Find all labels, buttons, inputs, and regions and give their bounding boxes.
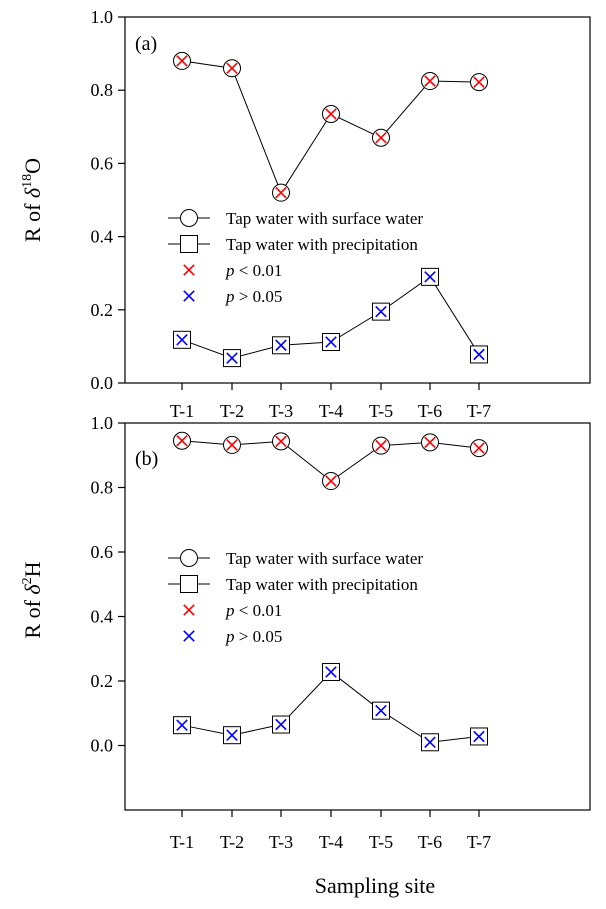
plot-frame	[124, 16, 591, 384]
panel-label: (b)	[135, 448, 158, 470]
significance-cross	[226, 62, 238, 75]
significance-cross	[226, 352, 238, 364]
x-axis-title: Sampling site	[315, 873, 435, 898]
chart-panel-a: 0.0 0.2 0.4 0.6 0.8 1.0 T-1 T-2 T-3 T-4 T-5 T-6 T-7 (…	[20, 7, 591, 421]
x-tick-label: T-2	[220, 832, 244, 852]
panel-label: (a)	[135, 33, 157, 55]
y-axis-title: R of δ2H	[20, 561, 45, 638]
y-tick-label: 0.4	[91, 607, 114, 627]
x-tick-label: T-2	[220, 401, 244, 421]
plot-frame	[124, 422, 591, 811]
legend-label: Tap water with precipitation	[226, 575, 418, 594]
legend-significance-cross	[183, 630, 195, 642]
significance-cross	[375, 704, 387, 717]
legend-significance-label: p < 0.01	[225, 601, 282, 620]
y-tick-label: 1.0	[91, 7, 114, 27]
significance-cross	[473, 442, 485, 454]
legend-significance-label: p < 0.01	[225, 261, 282, 280]
significance-cross	[424, 736, 436, 749]
x-tick-label: T-5	[369, 832, 393, 852]
x-tick-label: T-3	[269, 832, 293, 852]
legend-significance-label: p > 0.05	[225, 627, 282, 646]
legend-marker-square	[180, 235, 198, 253]
y-tick-label: 0.2	[91, 300, 114, 320]
legend: Tap water with surface water Tap water wi…	[168, 209, 423, 306]
significance-cross	[176, 55, 188, 67]
significance-cross	[325, 475, 337, 487]
significance-cross	[275, 339, 287, 352]
significance-cross	[424, 75, 436, 87]
legend-marker-circle	[180, 549, 198, 567]
y-axis-title: R of δ18O	[20, 158, 45, 242]
x-tick-label: T-1	[170, 832, 194, 852]
significance-cross	[424, 436, 436, 449]
x-tick-label: T-4	[319, 832, 343, 852]
significance-cross	[275, 435, 287, 448]
x-tick-label: T-5	[369, 401, 393, 421]
y-tick-label: 0.8	[91, 478, 114, 498]
legend-marker-circle	[180, 209, 198, 227]
legend-significance-cross	[183, 290, 195, 302]
y-tick-label: 0.8	[91, 80, 114, 100]
significance-cross	[325, 336, 337, 348]
x-tick-label: T-6	[418, 401, 442, 421]
significance-cross	[325, 666, 337, 678]
significance-cross	[375, 305, 387, 318]
x-tick-label: T-7	[467, 832, 491, 852]
significance-cross	[226, 729, 238, 741]
y-tick-label: 1.0	[91, 413, 114, 433]
x-tick-label: T-3	[269, 401, 293, 421]
significance-cross	[275, 186, 287, 199]
significance-cross	[375, 439, 387, 452]
x-tick-label: T-6	[418, 832, 442, 852]
legend-label: Tap water with surface water	[226, 549, 423, 568]
legend-label: Tap water with precipitation	[226, 235, 418, 254]
y-tick-label: 0.0	[91, 373, 114, 393]
legend-label: Tap water with surface water	[226, 209, 423, 228]
significance-cross	[275, 718, 287, 731]
y-tick-label: 0.6	[91, 542, 114, 562]
significance-cross	[176, 334, 188, 346]
significance-cross	[473, 730, 485, 743]
y-tick-label: 0.6	[91, 153, 114, 173]
legend-significance-label: p > 0.05	[225, 287, 282, 306]
legend-significance-cross	[183, 604, 195, 616]
significance-cross	[226, 439, 238, 451]
legend: Tap water with surface water Tap water wi…	[168, 549, 423, 646]
x-tick-label: T-7	[467, 401, 491, 421]
significance-cross	[325, 108, 337, 120]
y-tick-label: 0.0	[91, 736, 114, 756]
significance-cross	[473, 348, 485, 361]
significance-cross	[176, 434, 188, 447]
legend-marker-square	[180, 575, 198, 593]
y-tick-label: 0.4	[91, 227, 114, 247]
significance-cross	[375, 132, 387, 144]
chart-panel-b: 0.0 0.2 0.4 0.6 0.8 1.0 T-1 T-2 T-3 T-4 T-5 T-6 T-7 (…	[20, 413, 591, 852]
y-tick-label: 0.2	[91, 671, 114, 691]
x-tick-label: T-4	[319, 401, 343, 421]
legend-significance-cross	[183, 264, 195, 276]
significance-cross	[176, 719, 188, 731]
significance-cross	[473, 76, 485, 88]
significance-cross	[424, 271, 436, 283]
x-tick-label: T-1	[170, 401, 194, 421]
